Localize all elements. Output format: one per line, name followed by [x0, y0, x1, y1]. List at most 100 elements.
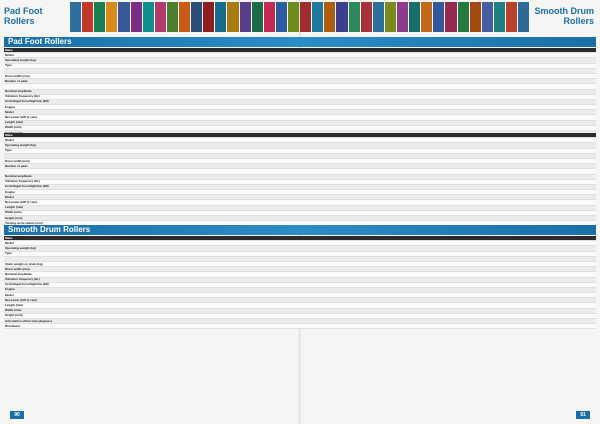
category-tab[interactable]: [433, 2, 445, 32]
table-cell: [285, 184, 317, 191]
table-cell: [99, 148, 131, 154]
category-tab[interactable]: [215, 2, 227, 32]
table-cell: [533, 184, 565, 191]
table-cell: [68, 57, 100, 64]
table-row: Centrifugal force/high/low (kN): [4, 184, 596, 191]
table-cell: [502, 109, 534, 116]
table-cell: [316, 142, 348, 149]
table-cell: [68, 48, 100, 54]
table-cell: [378, 184, 410, 191]
category-tab[interactable]: [70, 2, 82, 32]
category-tab[interactable]: [287, 2, 300, 32]
table-cell: [130, 297, 162, 304]
category-tab[interactable]: [324, 2, 336, 32]
category-tab[interactable]: [106, 2, 118, 32]
category-tab[interactable]: [130, 2, 142, 32]
table-cell: [99, 302, 131, 309]
table-cell: [533, 240, 565, 247]
category-tab[interactable]: [191, 2, 203, 32]
row-label: Height (mm): [4, 215, 68, 222]
category-tab[interactable]: [457, 2, 469, 32]
category-tab[interactable]: [166, 2, 178, 32]
category-tab[interactable]: [203, 2, 215, 32]
table-cell: [378, 277, 410, 283]
table-cell: [316, 302, 348, 309]
row-label: Number of pads: [4, 163, 68, 170]
table-cell: [502, 236, 534, 242]
category-tab[interactable]: [396, 2, 409, 32]
table-cell: [192, 174, 224, 180]
table-cell: [502, 73, 534, 80]
table-cell: [564, 104, 596, 111]
category-tab[interactable]: [493, 2, 505, 32]
table-cell: [68, 174, 100, 180]
table-cell: [254, 318, 286, 325]
table-cell: [471, 168, 503, 175]
table-cell: [347, 256, 379, 262]
category-tab[interactable]: [227, 2, 239, 32]
category-tab[interactable]: [505, 2, 518, 32]
category-tab[interactable]: [360, 2, 372, 32]
table-cell: [254, 174, 286, 180]
table-cell: [99, 120, 131, 126]
category-tab[interactable]: [142, 2, 154, 32]
row-label: Net power (kW @ rpm): [4, 297, 68, 304]
table-cell: [223, 125, 255, 132]
category-tab[interactable]: [118, 2, 130, 32]
row-label: Vibration frequency (Hz): [4, 277, 68, 283]
category-tab[interactable]: [469, 2, 481, 32]
table-cell: [316, 251, 348, 257]
category-tab[interactable]: [94, 2, 106, 32]
table-cell: [161, 142, 193, 149]
table-cell: [564, 133, 596, 139]
table-cell: [99, 109, 131, 116]
category-tab[interactable]: [82, 2, 94, 32]
table-cell: [161, 194, 193, 201]
category-tab[interactable]: [481, 2, 493, 32]
table-cell: [254, 114, 286, 121]
category-tab[interactable]: [348, 2, 360, 32]
row-label: Width (mm): [4, 308, 68, 314]
table-row: Make: [4, 48, 596, 54]
category-tab[interactable]: [421, 2, 433, 32]
category-tab[interactable]: [178, 2, 191, 32]
table-cell: [223, 168, 255, 175]
table-cell: [347, 277, 379, 283]
category-tab[interactable]: [300, 2, 312, 32]
table-cell: [130, 266, 162, 273]
category-tab[interactable]: [384, 2, 396, 32]
category-tab[interactable]: [336, 2, 348, 32]
table-cell: [471, 261, 503, 268]
table-cell: [161, 323, 193, 330]
table-cell: [409, 215, 441, 222]
table-cell: [192, 313, 224, 320]
table-cell: [440, 89, 472, 95]
category-tab[interactable]: [275, 2, 287, 32]
table-cell: [347, 236, 379, 242]
category-tab[interactable]: [409, 2, 421, 32]
category-tab[interactable]: [239, 2, 251, 32]
table-cell: [254, 251, 286, 257]
category-tab[interactable]: [445, 2, 457, 32]
table-cell: [285, 266, 317, 273]
category-tab[interactable]: [372, 2, 384, 32]
table-cell: [316, 52, 348, 59]
table-cell: [378, 163, 410, 170]
category-tab[interactable]: [251, 2, 263, 32]
table-cell: [285, 189, 317, 196]
table-cell: [347, 266, 379, 273]
table-cell: [68, 99, 100, 106]
table-cell: [99, 179, 131, 185]
table-cell: [533, 323, 565, 330]
table-cell: [161, 73, 193, 80]
category-tab[interactable]: [312, 2, 324, 32]
table-cell: [347, 323, 379, 330]
table-cell: [502, 52, 534, 59]
category-tab[interactable]: [263, 2, 275, 32]
row-label: Net power (kW @ rpm): [4, 114, 68, 121]
table-cell: [285, 297, 317, 304]
category-tab[interactable]: [154, 2, 166, 32]
table-cell: [192, 323, 224, 330]
table-row: Width (mm): [4, 125, 596, 132]
category-tab[interactable]: [518, 2, 530, 32]
